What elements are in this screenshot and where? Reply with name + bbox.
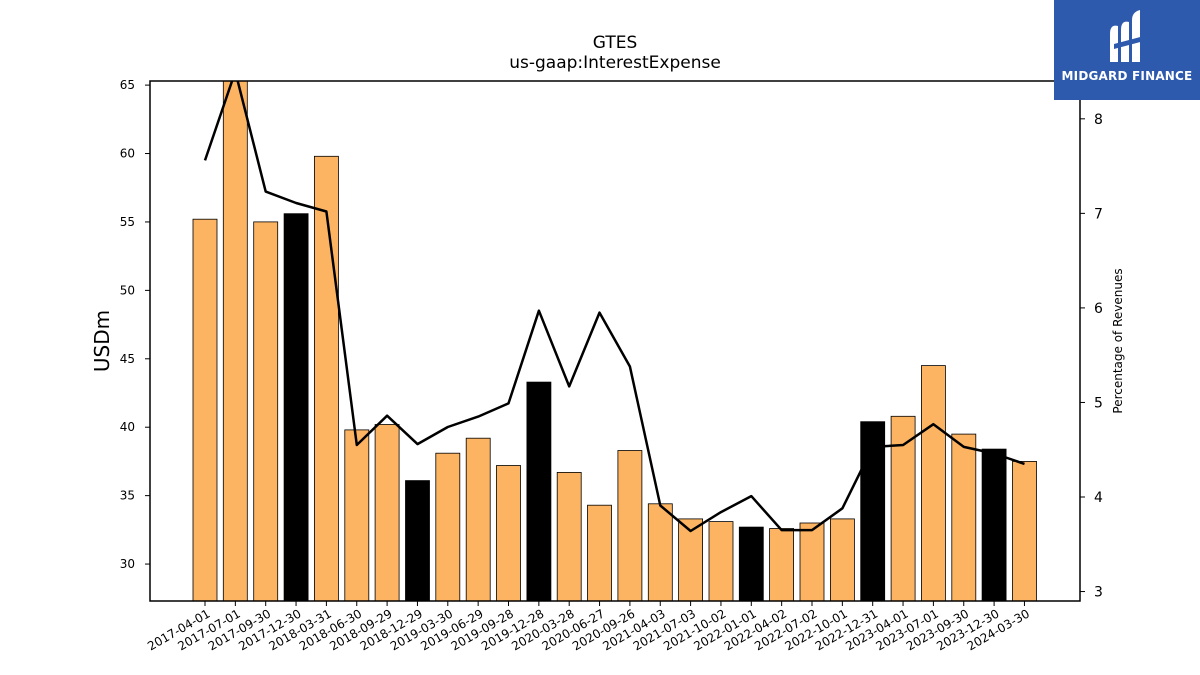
bar-2017-04-01 bbox=[192, 218, 218, 601]
bar-2020-03-28 bbox=[556, 471, 582, 601]
bar-2019-06-29 bbox=[465, 437, 491, 601]
chart-title: GTES bbox=[593, 33, 637, 53]
bar-2022-07-02 bbox=[799, 522, 825, 601]
bar-2017-09-30 bbox=[253, 221, 279, 601]
bar-2023-04-01 bbox=[890, 415, 916, 601]
bar-2024-03-30 bbox=[1012, 460, 1037, 601]
bar-2018-09-29 bbox=[374, 424, 400, 601]
bar-2020-09-26 bbox=[617, 450, 643, 601]
bar-2020-06-27 bbox=[587, 504, 612, 601]
axes bbox=[149, 80, 1081, 602]
chart-subtitle: us-gaap:InterestExpense bbox=[509, 53, 721, 73]
midgard-logo-icon bbox=[1110, 10, 1144, 62]
y-tick-label-left: 45 bbox=[120, 352, 135, 366]
bar-2017-12-30 bbox=[283, 213, 309, 601]
bar-2023-07-01 bbox=[921, 365, 946, 601]
bar-2023-09-30 bbox=[951, 433, 977, 601]
y-tick-labels-right: 3 4 5 6 7 8 bbox=[1080, 112, 1103, 601]
brand-logo: MIDGARD FINANCE bbox=[1054, 0, 1200, 100]
y-tick-label-left: 55 bbox=[120, 215, 135, 229]
bar-2022-10-01 bbox=[830, 518, 855, 601]
bar-2019-03-30 bbox=[435, 452, 461, 601]
bar-2018-06-30 bbox=[344, 429, 370, 601]
bar-2022-01-01 bbox=[738, 526, 764, 601]
logo-text: MIDGARD FINANCE bbox=[1061, 69, 1193, 83]
y-tick-label-right: 7 bbox=[1094, 206, 1103, 222]
percentage-line bbox=[203, 81, 1025, 533]
bar-2019-12-28 bbox=[526, 381, 552, 601]
bar-series bbox=[192, 81, 1037, 601]
y-tick-labels-left: 30 35 40 45 50 55 60 65 bbox=[120, 78, 150, 571]
line-series-layer bbox=[203, 81, 1025, 533]
y-tick-label-right: 8 bbox=[1094, 112, 1103, 128]
y-axis-label-right: Percentage of Revenues bbox=[1111, 268, 1125, 413]
bar-2021-04-03 bbox=[647, 503, 673, 601]
bar-2021-10-02 bbox=[708, 521, 734, 601]
bar-2018-03-31 bbox=[313, 155, 339, 601]
y-tick-label-right: 3 bbox=[1094, 585, 1103, 601]
y-tick-label-right: 4 bbox=[1094, 490, 1103, 506]
y-tick-label-right: 5 bbox=[1094, 395, 1103, 411]
y-tick-label-left: 65 bbox=[120, 78, 135, 92]
bar-2023-12-30 bbox=[981, 448, 1007, 601]
y-tick-label-right: 6 bbox=[1094, 301, 1103, 317]
bar-2022-04-02 bbox=[769, 528, 794, 601]
bar-2019-09-28 bbox=[496, 465, 521, 601]
y-tick-label-left: 50 bbox=[120, 283, 135, 297]
bar-2022-12-31 bbox=[860, 421, 886, 601]
x-tick-labels: 2017-04-012017-07-012017-09-302017-12-30… bbox=[145, 601, 1032, 653]
bar-2017-07-01 bbox=[222, 81, 248, 601]
plot-frame bbox=[149, 80, 1081, 602]
y-tick-label-left: 40 bbox=[120, 420, 135, 434]
bar-2018-12-29 bbox=[405, 480, 430, 601]
bar-2021-07-03 bbox=[678, 518, 703, 601]
y-tick-label-left: 30 bbox=[120, 557, 135, 571]
y-tick-label-left: 35 bbox=[120, 489, 135, 503]
y-tick-label-left: 60 bbox=[120, 147, 135, 161]
y-axis-label-left: USDm bbox=[90, 310, 114, 372]
